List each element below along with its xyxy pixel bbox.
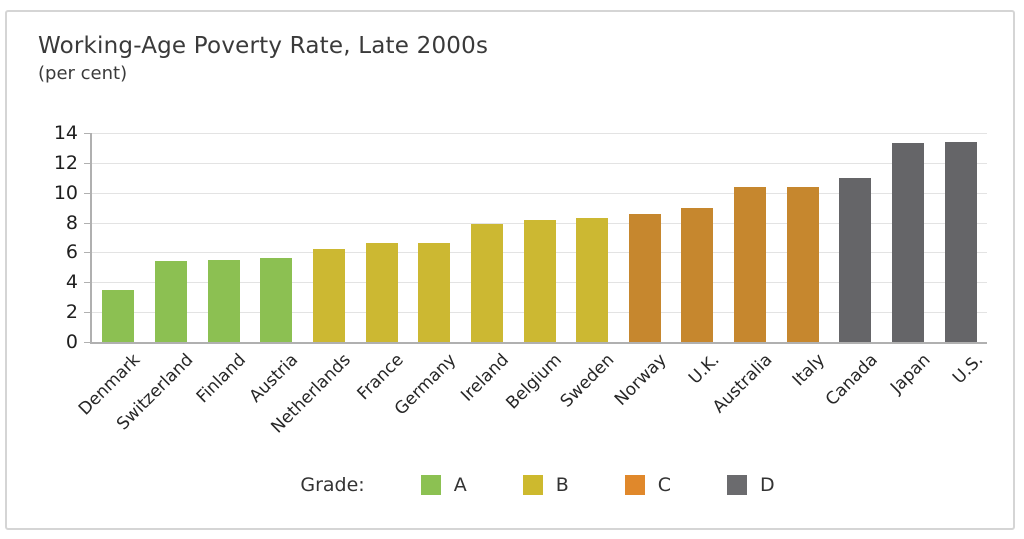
bar-austria <box>260 258 293 342</box>
gridline <box>92 162 987 164</box>
x-axis-label: Canada <box>821 350 882 410</box>
bar-us <box>944 141 977 342</box>
bar-ireland <box>470 224 503 342</box>
legend-swatch-a <box>420 475 441 495</box>
bar-denmark <box>102 289 135 342</box>
y-tick-label: 14 <box>53 122 78 144</box>
legend-item-c: C <box>624 474 672 496</box>
x-axis-label: Japan <box>886 350 935 398</box>
y-tick-mark <box>84 252 90 254</box>
bar-switzerland <box>154 261 187 342</box>
legend-swatch-d <box>727 475 748 495</box>
y-tick-label: 0 <box>65 331 78 353</box>
x-axis-labels: Denmark Switzerland Finland Austria Netherla… <box>75 346 987 466</box>
x-axis-label: U.S. <box>948 350 987 389</box>
bar-australia <box>734 186 767 342</box>
x-axis-label: Norway <box>611 350 671 410</box>
x-axis-label: U.K. <box>685 350 724 389</box>
y-tick-mark <box>84 312 90 314</box>
legend-swatch-b <box>522 475 543 495</box>
y-tick-label: 10 <box>53 181 78 204</box>
chart-subtitle: (per cent) <box>38 63 128 84</box>
x-axis-label: Belgium <box>502 350 566 414</box>
bar-germany <box>418 243 451 342</box>
bar-sweden <box>576 218 609 342</box>
legend-label: D <box>760 474 775 496</box>
y-tick-mark <box>84 342 90 343</box>
bar-italy <box>786 186 819 342</box>
y-tick-label: 2 <box>65 301 78 324</box>
legend-label: C <box>657 474 672 496</box>
y-tick-mark <box>84 192 90 194</box>
bar-japan <box>892 143 925 342</box>
legend-label: A <box>453 474 467 496</box>
bar-france <box>365 243 398 342</box>
y-tick-label: 8 <box>65 211 78 234</box>
legend-swatch-c <box>624 475 645 495</box>
x-axis-label: Italy <box>788 350 829 391</box>
y-tick-label: 4 <box>65 271 78 294</box>
bar-canada <box>839 177 872 342</box>
y-tick-mark <box>84 162 90 164</box>
y-tick-mark <box>84 222 90 224</box>
gridline <box>92 192 987 194</box>
y-tick-label: 12 <box>53 151 78 174</box>
legend-item-d: D <box>727 474 775 496</box>
bar-uk <box>681 207 714 342</box>
chart-title: Working-Age Poverty Rate, Late 2000s <box>38 33 489 59</box>
y-tick-mark <box>84 282 90 284</box>
gridline <box>92 133 987 134</box>
y-tick-mark <box>84 133 90 134</box>
bar-belgium <box>523 219 556 342</box>
x-axis-label: Sweden <box>556 350 619 412</box>
legend-item-a: A <box>420 474 467 496</box>
bar-netherlands <box>312 249 345 342</box>
legend: Grade: A B C D <box>90 474 985 496</box>
legend-item-b: B <box>522 474 569 496</box>
y-tick-label: 6 <box>65 241 78 264</box>
x-axis-label: Finland <box>192 350 250 408</box>
legend-label: B <box>555 474 569 496</box>
bar-norway <box>628 213 661 342</box>
bar-finland <box>207 259 240 342</box>
plot-area <box>84 133 987 344</box>
legend-title: Grade: <box>300 474 365 496</box>
